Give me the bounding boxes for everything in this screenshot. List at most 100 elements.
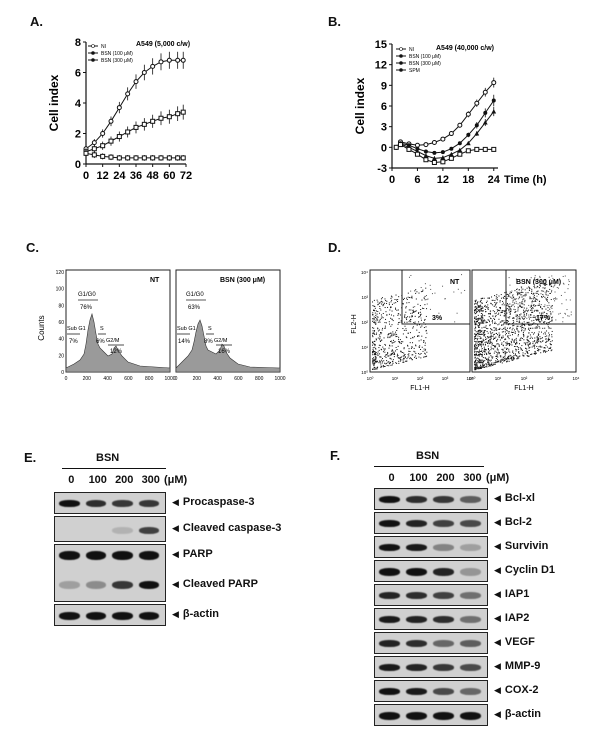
cell-line-label: A549 (5,000 c/w) [136, 41, 190, 48]
scatter-dot [394, 333, 396, 335]
scatter-dot [544, 283, 546, 285]
scatter-dot [526, 339, 528, 341]
scatter-dot [479, 336, 481, 338]
scatter-dot [531, 302, 533, 304]
panel-e-label: E. [24, 450, 37, 465]
scatter-dot [516, 325, 518, 327]
scatter-dot [509, 328, 511, 330]
scatter-dot [372, 318, 374, 320]
scatter-dot [477, 332, 479, 334]
scatter-dot [518, 355, 520, 357]
scatter-dot [411, 295, 413, 297]
scatter-dot [512, 320, 514, 322]
scatter-dot [547, 326, 549, 328]
scatter-dot [506, 359, 508, 361]
scatter-dot [489, 339, 491, 341]
panel-e: E. BSN 0 100 200 300 (μM) ◀ Procaspase-3 ◀ Clea… [0, 440, 300, 640]
scatter-dot [397, 309, 399, 311]
scatter-dot [377, 319, 379, 321]
scatter-dot [502, 297, 504, 299]
scatter-dot [372, 351, 374, 353]
scatter-dot [520, 291, 522, 293]
scatter-dot [529, 306, 531, 308]
scatter-dot [416, 329, 418, 331]
scatter-dot [528, 324, 530, 326]
scatter-dot [511, 339, 513, 341]
scatter-dot [535, 280, 537, 282]
scatter-dot [474, 336, 476, 338]
scatter-dot [397, 357, 399, 359]
scatter-dot [485, 341, 487, 343]
scatter-dot [480, 308, 482, 310]
scatter-dot [484, 366, 486, 368]
scatter-dot [387, 337, 389, 339]
scatter-dot [521, 296, 523, 298]
scatter-dot [550, 346, 552, 348]
scatter-dot [542, 283, 544, 285]
scatter-dot [419, 353, 421, 355]
scatter-dot [501, 362, 503, 364]
scatter-dot [504, 331, 506, 333]
scatter-dot [532, 298, 534, 300]
scatter-dot [524, 280, 526, 282]
scatter-dot [418, 353, 420, 355]
scatter-dot [513, 341, 515, 343]
scatter-dot [477, 306, 479, 308]
scatter-dot [513, 304, 515, 306]
scatter-dot [504, 322, 506, 324]
scatter-dot [563, 283, 565, 285]
scatter-dot [506, 344, 508, 346]
scatter-dot [513, 354, 515, 356]
scatter-dot [497, 360, 499, 362]
scatter-dot [478, 354, 480, 356]
scatter-dot [535, 300, 537, 302]
scatter-dot [388, 313, 390, 315]
scatter-dot [516, 318, 518, 320]
scatter-dot [388, 355, 390, 357]
blot-f-treatment: BSN [416, 450, 440, 462]
scatter-dot [417, 312, 419, 314]
scatter-dot [401, 307, 403, 309]
scatter-dot [526, 352, 528, 354]
scatter-dot [481, 354, 483, 356]
scatter-dot [530, 292, 532, 294]
scatter-dot [499, 352, 501, 354]
scatter-dot [490, 363, 492, 365]
scatter-dot [490, 346, 492, 348]
scatter-dot [475, 299, 477, 301]
scatter-dot [489, 321, 491, 323]
scatter-dot [379, 321, 381, 323]
scatter-dot [512, 294, 514, 296]
scatter-dot [403, 355, 405, 357]
data-point [91, 146, 97, 152]
scatter-dot [487, 358, 489, 360]
blot-row-label: ◀ COX-2 [494, 684, 539, 696]
scatter-dot [515, 348, 517, 350]
scatter-dot [545, 338, 547, 340]
scatter-dot [518, 289, 520, 291]
data-point [133, 79, 139, 85]
scatter-dot [523, 298, 525, 300]
scatter-dot [544, 284, 546, 286]
scatter-dot [424, 304, 426, 306]
scatter-dot [418, 331, 420, 333]
scatter-dot [375, 361, 377, 363]
scatter-dot [512, 351, 514, 353]
scatter-dot [484, 348, 486, 350]
scatter-dot [505, 351, 507, 353]
scatter-dot [496, 332, 498, 334]
scatter-dot [411, 297, 413, 299]
scatter-dot [478, 367, 480, 369]
scatter-dot [530, 353, 532, 355]
g2-label-nt: G2/M [106, 338, 120, 344]
scatter-dot [553, 298, 555, 300]
scatter-dot [532, 316, 534, 318]
scatter-dot [444, 298, 446, 300]
scatter-dot [518, 357, 520, 359]
y-tick-label: 6 [75, 68, 81, 80]
scatter-dot [522, 323, 524, 325]
scatter-dot [515, 355, 517, 357]
legend-marker [91, 58, 95, 62]
scatter-dot [512, 359, 514, 361]
scatter-dot [406, 302, 408, 304]
